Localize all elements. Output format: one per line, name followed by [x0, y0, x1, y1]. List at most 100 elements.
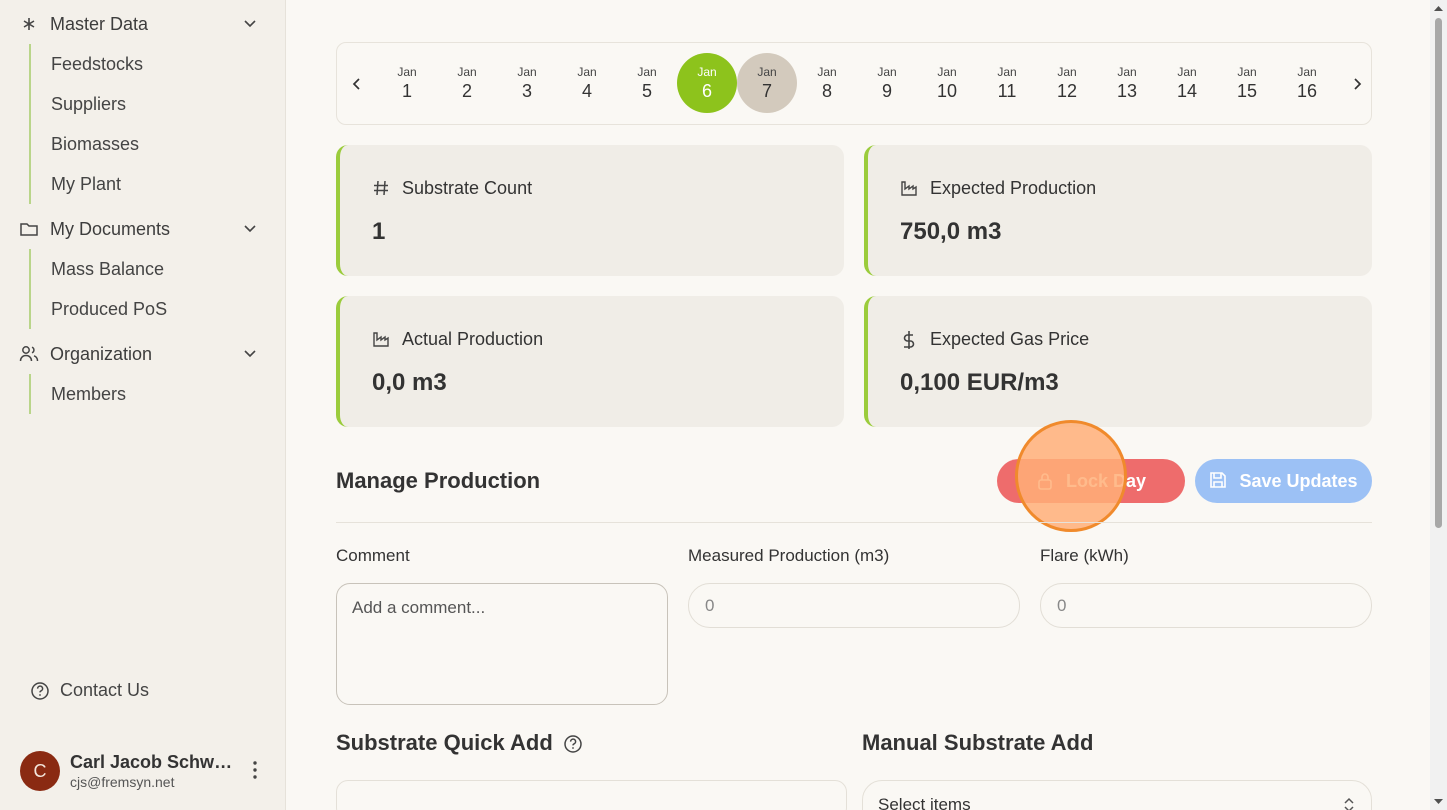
- chevron-right-icon[interactable]: [1347, 73, 1367, 95]
- user-email: cjs@fremsyn.net: [70, 774, 175, 790]
- chevron-left-icon[interactable]: [347, 73, 367, 95]
- user-info: Carl Jacob Schwar... cjs@fremsyn.net: [70, 752, 235, 790]
- date-item-jan-2[interactable]: Jan 2: [437, 53, 497, 113]
- quick-add-panel: [336, 780, 847, 810]
- date-item-jan-14[interactable]: Jan 14: [1157, 53, 1217, 113]
- help-circle-icon[interactable]: [563, 734, 583, 754]
- sidebar-item-mass-balance[interactable]: Mass Balance: [51, 258, 165, 279]
- divider: [336, 522, 1372, 523]
- date-day: 15: [1236, 80, 1258, 101]
- date-month: Jan: [1057, 64, 1077, 79]
- scroll-up-icon[interactable]: [1434, 4, 1443, 13]
- select-items-dropdown[interactable]: Select items: [862, 780, 1372, 810]
- date-item-jan-7[interactable]: Jan 7: [737, 53, 797, 113]
- date-day: 7: [761, 80, 772, 101]
- date-strip: Jan 1 Jan 2 Jan 3 Jan 4 Jan 5 Jan 6 Jan 7 Jan 8 Jan 9 Jan 1…: [336, 42, 1372, 125]
- save-icon: [1209, 471, 1229, 491]
- date-item-jan-16[interactable]: Jan 16: [1277, 53, 1337, 113]
- substrate-quick-add-label: Substrate Quick Add: [336, 730, 553, 755]
- date-day: 13: [1116, 80, 1138, 101]
- card-value: 0,100 EUR/m3: [900, 369, 1059, 396]
- chevron-down-icon[interactable]: [242, 15, 258, 31]
- chevron-down-icon[interactable]: [242, 220, 258, 236]
- save-updates-label: Save Updates: [1239, 470, 1358, 491]
- card-substrate-count: Substrate Count 1: [336, 145, 844, 276]
- dollar-icon: [900, 330, 920, 350]
- nav-group-master-data[interactable]: Master Data: [18, 9, 268, 39]
- date-item-jan-9[interactable]: Jan 9: [857, 53, 917, 113]
- contact-us-link[interactable]: Contact Us: [30, 680, 149, 701]
- date-day: 1: [401, 80, 412, 101]
- nav-group-organization[interactable]: Organization: [18, 339, 268, 369]
- manual-substrate-add-title: Manual Substrate Add: [862, 730, 1094, 755]
- card-label-row: Substrate Count: [372, 178, 532, 199]
- date-item-jan-4[interactable]: Jan 4: [557, 53, 617, 113]
- sidebar-item-feedstocks[interactable]: Feedstocks: [51, 53, 144, 74]
- nav-sub-organization: Members: [29, 374, 126, 414]
- card-label-row: Actual Production: [372, 329, 543, 350]
- card-actual-production: Actual Production 0,0 m3: [336, 296, 844, 427]
- sidebar-item-produced-pos[interactable]: Produced PoS: [51, 298, 168, 319]
- card-label: Actual Production: [402, 329, 544, 349]
- sidebar: Master Data Feedstocks Suppliers Biomass…: [0, 0, 286, 810]
- date-day: 14: [1176, 80, 1198, 101]
- card-label-row: Expected Gas Price: [900, 329, 1089, 350]
- date-day: 16: [1296, 80, 1318, 101]
- folder-icon: [18, 218, 40, 240]
- nav-group-label: My Documents: [50, 218, 171, 239]
- substrate-quick-add-title: Substrate Quick Add: [336, 730, 583, 756]
- chevron-down-icon[interactable]: [242, 345, 258, 361]
- help-circle-icon: [30, 681, 50, 701]
- date-item-jan-6[interactable]: Jan 6: [677, 53, 737, 113]
- sidebar-item-my-plant[interactable]: My Plant: [51, 173, 122, 194]
- flare-input[interactable]: 0: [1040, 583, 1372, 628]
- scrollbar[interactable]: [1430, 0, 1447, 810]
- date-month: Jan: [457, 64, 477, 79]
- user-profile[interactable]: C Carl Jacob Schwar... cjs@fremsyn.net: [20, 750, 270, 792]
- sidebar-item-suppliers[interactable]: Suppliers: [51, 93, 127, 114]
- date-month: Jan: [877, 64, 897, 79]
- date-month: Jan: [397, 64, 417, 79]
- factory-icon: [900, 179, 920, 199]
- click-highlight: [1015, 420, 1127, 532]
- date-item-jan-11[interactable]: Jan 11: [977, 53, 1037, 113]
- measured-production-input[interactable]: 0: [688, 583, 1020, 628]
- factory-icon: [372, 330, 392, 350]
- card-value: 0,0 m3: [372, 369, 447, 396]
- date-item-jan-15[interactable]: Jan 15: [1217, 53, 1277, 113]
- date-item-jan-12[interactable]: Jan 12: [1037, 53, 1097, 113]
- date-month: Jan: [517, 64, 537, 79]
- chevron-up-down-icon: [1344, 797, 1354, 810]
- date-item-jan-5[interactable]: Jan 5: [617, 53, 677, 113]
- sidebar-item-biomasses[interactable]: Biomasses: [51, 133, 140, 154]
- card-expected-gas-price: Expected Gas Price 0,100 EUR/m3: [864, 296, 1372, 427]
- comment-label: Comment: [336, 546, 410, 565]
- date-day: 11: [997, 80, 1017, 101]
- date-item-jan-1[interactable]: Jan 1: [377, 53, 437, 113]
- date-day: 12: [1056, 80, 1078, 101]
- card-label: Expected Production: [930, 178, 1097, 198]
- nav-group-my-documents[interactable]: My Documents: [18, 214, 268, 244]
- date-item-jan-13[interactable]: Jan 13: [1097, 53, 1157, 113]
- more-vertical-icon[interactable]: [250, 760, 260, 780]
- hash-icon: [372, 179, 392, 199]
- date-month: Jan: [1297, 64, 1317, 79]
- date-month: Jan: [1177, 64, 1197, 79]
- date-day: 2: [461, 80, 472, 101]
- scroll-down-icon[interactable]: [1434, 797, 1443, 806]
- date-item-jan-3[interactable]: Jan 3: [497, 53, 557, 113]
- sidebar-item-members[interactable]: Members: [51, 383, 127, 404]
- nav-sub-master-data: Feedstocks Suppliers Biomasses My Plant: [29, 44, 143, 204]
- comment-textarea[interactable]: Add a comment...: [336, 583, 668, 705]
- select-items-placeholder: Select items: [878, 795, 971, 810]
- date-item-jan-10[interactable]: Jan 10: [917, 53, 977, 113]
- save-updates-button[interactable]: Save Updates: [1195, 459, 1372, 503]
- date-item-jan-8[interactable]: Jan 8: [797, 53, 857, 113]
- scroll-thumb[interactable]: [1435, 18, 1442, 528]
- card-label-row: Expected Production: [900, 178, 1096, 199]
- date-month: Jan: [1237, 64, 1257, 79]
- date-day: 10: [936, 80, 958, 101]
- asterisk-icon: [18, 13, 40, 35]
- date-day: 3: [521, 80, 532, 101]
- contact-us-label: Contact Us: [60, 680, 150, 700]
